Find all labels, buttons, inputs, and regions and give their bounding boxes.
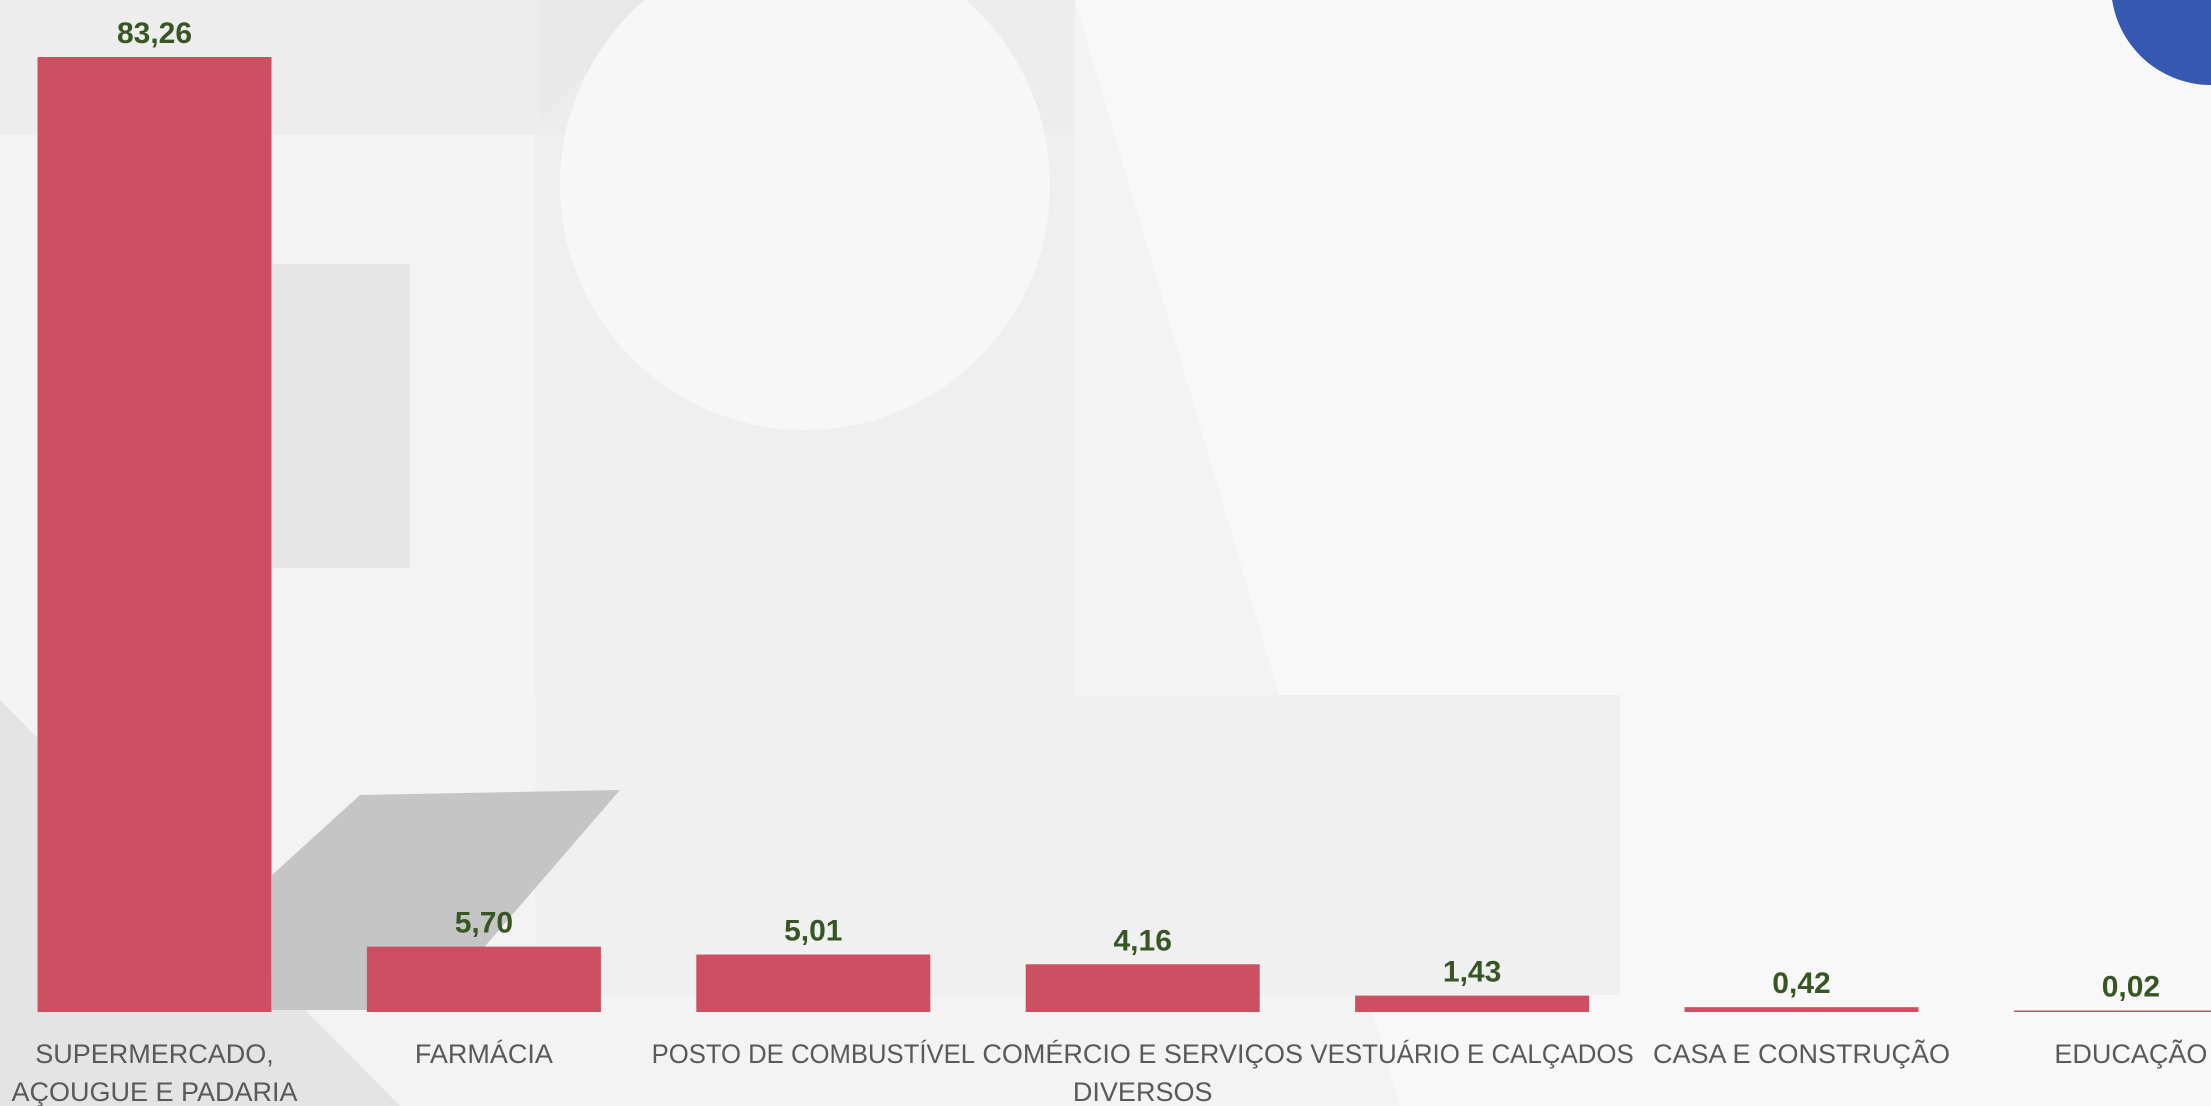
category-label-1: FARMÁCIA (415, 1039, 553, 1069)
value-label-3: 4,16 (1114, 924, 1172, 957)
accent-circle (2112, 0, 2211, 85)
category-label-3-line-1: DIVERSOS (1073, 1077, 1213, 1106)
category-label-4: VESTUÁRIO E CALÇADOS (1310, 1039, 1633, 1069)
value-label-4: 1,43 (1443, 956, 1501, 989)
value-label-0: 83,26 (117, 17, 192, 50)
bar-0 (37, 57, 272, 1012)
bar-4 (1355, 995, 1590, 1012)
bar-3 (1025, 964, 1260, 1012)
value-label-1: 5,70 (455, 907, 513, 940)
bar-5 (1684, 1007, 1919, 1012)
category-label-3-line-0: COMÉRCIO E SERVIÇOS (982, 1039, 1303, 1069)
bar-6 (2013, 1010, 2211, 1012)
category-label-6: EDUCAÇÃO (2054, 1038, 2207, 1069)
category-label-0-line-0: SUPERMERCADO, (35, 1039, 274, 1069)
value-label-2: 5,01 (784, 915, 842, 948)
category-label-0-line-1: AÇOUGUE E PADARIA (11, 1077, 297, 1106)
value-label-6: 0,02 (2102, 971, 2160, 1004)
value-label-5: 0,42 (1772, 967, 1830, 1000)
bar-2 (696, 954, 931, 1012)
bar-1 (366, 946, 601, 1012)
category-label-5: CASA E CONSTRUÇÃO (1653, 1038, 1950, 1069)
category-label-2: POSTO DE COMBUSTÍVEL (652, 1039, 975, 1069)
